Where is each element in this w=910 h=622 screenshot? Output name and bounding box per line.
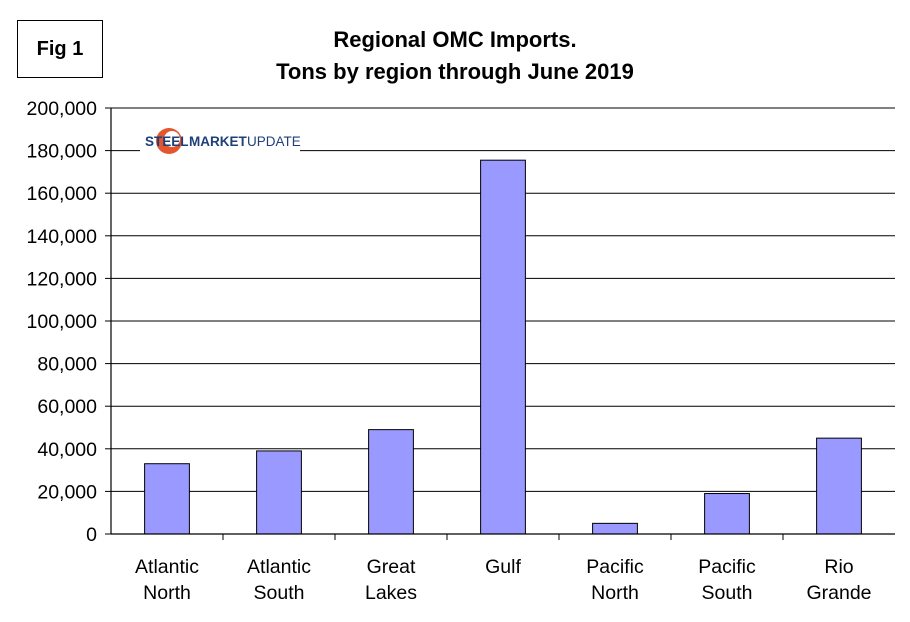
x-tick-label: Great <box>367 556 416 578</box>
logo-suffix: UPDATE <box>247 134 301 149</box>
x-tick-label: Gulf <box>485 556 521 578</box>
bar <box>480 159 526 535</box>
y-tick-label: 120,000 <box>27 268 98 290</box>
x-tick-label: North <box>143 582 191 604</box>
y-tick-label: 20,000 <box>37 481 97 503</box>
bar <box>368 429 414 535</box>
y-tick-label: 40,000 <box>37 439 97 461</box>
bar <box>704 493 750 535</box>
x-tick-label: Atlantic <box>247 556 311 578</box>
y-tick-label: 180,000 <box>27 141 98 163</box>
x-tick-label: Lakes <box>365 582 417 604</box>
bar <box>144 463 190 535</box>
bar <box>816 437 862 535</box>
bar <box>592 522 638 535</box>
y-tick-label: 100,000 <box>27 311 98 333</box>
chart-subtitle: Tons by region through June 2019 <box>276 59 634 84</box>
x-tick-label: South <box>254 582 305 604</box>
y-tick-label: 60,000 <box>37 396 97 418</box>
y-tick-label: 140,000 <box>27 226 98 248</box>
logo-brand: STEEL <box>145 134 189 149</box>
logo-brand2: MARKET <box>189 134 247 149</box>
y-tick-label: 80,000 <box>37 354 97 376</box>
x-tick-label: Pacific <box>698 556 756 578</box>
y-tick-label: 0 <box>86 524 97 546</box>
steel-market-update-logo: STEEL MARKET UPDATE <box>140 126 301 156</box>
x-tick-label: Pacific <box>586 556 644 578</box>
y-tick-label: 200,000 <box>27 98 98 120</box>
x-tick-label: Rio <box>824 556 853 578</box>
bar <box>256 450 302 535</box>
x-tick-label: Grande <box>806 582 871 604</box>
labels: 0 20,000 40,000 60,000 80,000 100,000 120,000 1… <box>27 98 872 604</box>
x-tick-label: Atlantic <box>135 556 199 578</box>
figure-label: Fig 1 <box>17 20 103 78</box>
y-tick-label: 160,000 <box>27 183 98 205</box>
x-tick-label: North <box>591 582 639 604</box>
bars <box>144 159 862 535</box>
chart-title: Regional OMC Imports. <box>333 27 577 52</box>
x-tick-label: South <box>702 582 753 604</box>
axes <box>105 107 895 540</box>
